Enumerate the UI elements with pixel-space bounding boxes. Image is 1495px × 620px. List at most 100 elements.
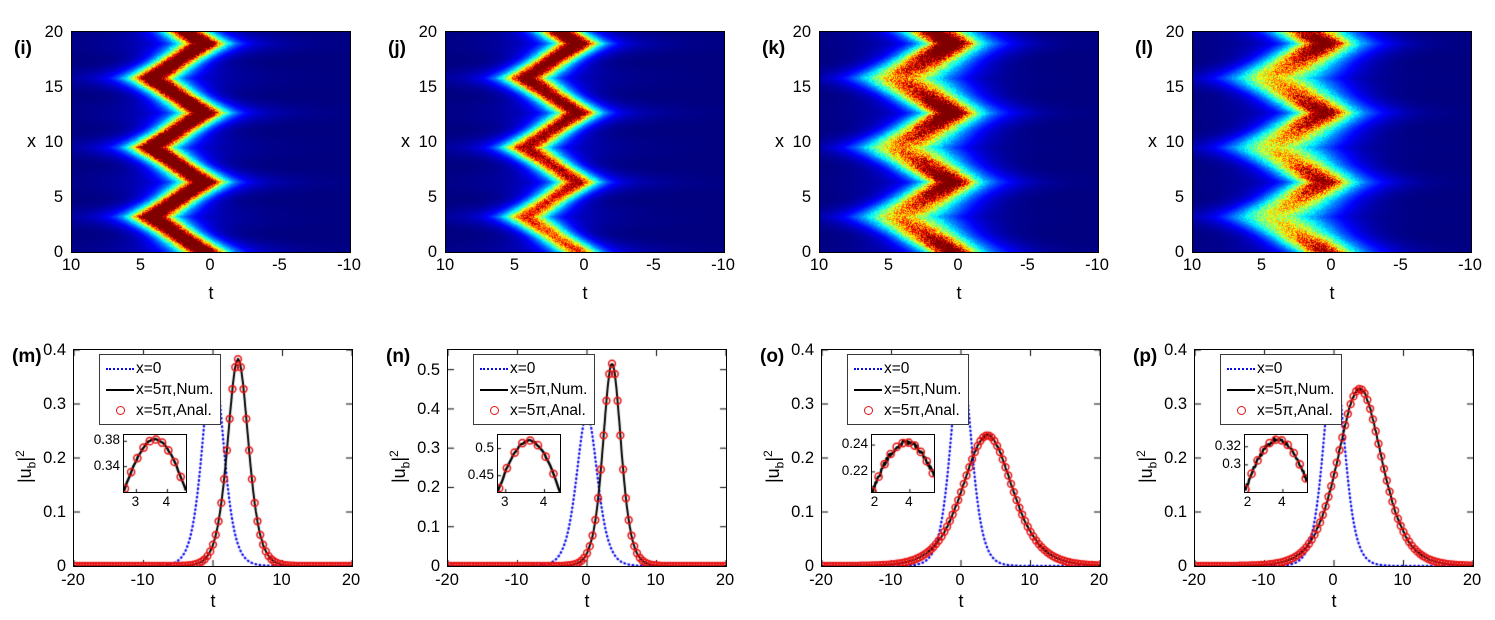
x-tick-label: 0: [1326, 256, 1336, 274]
legend-entry: x=5π,Anal.: [104, 400, 213, 421]
y-axis-ticks: 0 5 10 15 20: [1144, 23, 1186, 261]
x-tick-label: 20: [341, 571, 361, 589]
y-axis-ticks: 0 0.1 0.2 0.3 0.4: [1141, 341, 1189, 575]
inset-y-tick-label: 0.45: [467, 466, 494, 482]
y-axis-label: x: [775, 131, 784, 151]
x-tick-label: -10: [504, 571, 529, 589]
inset-y-ticks: 0.45 0.5: [451, 434, 495, 491]
y-tick-label: 0.3: [1164, 395, 1187, 413]
x-tick-label: -10: [1458, 256, 1482, 274]
y-tick-label: 15: [418, 78, 437, 96]
y-tick-label: 20: [44, 23, 63, 41]
legend-label: x=5π,Anal.: [884, 401, 960, 419]
y-tick-label: 0: [1177, 557, 1187, 575]
y-tick-label: 20: [1165, 23, 1184, 41]
legend-marker-circle: [104, 403, 136, 419]
legend-label: x=5π,Anal.: [1257, 401, 1333, 419]
heatmap-canvas: [72, 32, 350, 252]
inset-canvas: [1245, 435, 1307, 492]
legend-marker-dotted: [478, 361, 510, 377]
legend-marker-circle: [852, 403, 884, 419]
heatmap-canvas: [1193, 32, 1471, 252]
x-tick-label: -10: [1251, 571, 1276, 589]
legend-label: x=5π,Num.: [884, 380, 962, 398]
x-axis-label: t: [210, 591, 216, 611]
panel-letter: (p): [1133, 346, 1158, 367]
heatmap-frame: [819, 31, 1099, 253]
x-tick-label: -5: [272, 256, 287, 274]
legend-label: x=5π,Anal.: [510, 401, 586, 419]
y-tick-label: 15: [792, 78, 811, 96]
panel-letter: (j): [388, 38, 406, 59]
legend-marker-circle: [1225, 403, 1257, 419]
y-tick-label: 0.2: [43, 449, 66, 467]
y-tick-label: 20: [418, 23, 437, 41]
y-tick-label: 10: [44, 133, 63, 151]
legend-label: x=0: [510, 359, 536, 377]
y-tick-label: 0.2: [417, 478, 440, 497]
x-axis-ticks: -20 -10 0 10 20: [1182, 571, 1481, 591]
inset-x-tick-label: 4: [1278, 494, 1286, 509]
inset-x-tick-label: 3: [131, 494, 140, 509]
legend-entry: x=5π,Anal.: [478, 400, 587, 421]
x-tick-label: -20: [809, 571, 833, 589]
legend-label: x=5π,Anal.: [136, 401, 212, 419]
x-axis-ticks: -20 -10 0 10 20: [61, 571, 360, 591]
inset-x-tick-label: 4: [162, 494, 171, 509]
legend-entry: x=5π,Anal.: [852, 400, 961, 421]
x-tick-label: 0: [1328, 571, 1338, 589]
y-tick-label: 10: [792, 133, 811, 151]
inset-x-tick-label: 2: [870, 494, 879, 509]
x-tick-label: 5: [509, 256, 520, 274]
y-axis-label: x: [27, 131, 36, 151]
y-tick-label: 20: [792, 23, 811, 41]
y-axis-ticks: 0 5 10 15 20: [23, 23, 65, 261]
legend-label: x=0: [884, 359, 910, 377]
y-tick-label: 0.1: [417, 517, 440, 536]
x-tick-label: 10: [809, 256, 829, 274]
legend-label: x=5π,Num.: [1257, 380, 1335, 398]
x-axis-label: t: [1329, 283, 1335, 303]
legend-entry: x=5π,Num.: [478, 379, 587, 400]
x-tick-label: -20: [61, 571, 85, 589]
legend-marker-dotted: [1225, 361, 1257, 377]
inset-y-tick-label: 0.32: [1214, 437, 1241, 453]
y-tick-label: 5: [427, 188, 437, 206]
y-tick-label: 0.2: [1164, 449, 1187, 467]
x-axis-label: t: [208, 283, 214, 303]
x-tick-label: 10: [1393, 571, 1412, 589]
panel-letter: (n): [386, 346, 411, 367]
inset-x-tick-label: 4: [539, 494, 548, 509]
x-axis-label: t: [1331, 591, 1337, 611]
x-tick-label: -10: [711, 256, 735, 274]
inset-x-tick-label: 2: [1243, 494, 1252, 509]
inset-canvas: [498, 435, 560, 492]
heatmap-frame: [71, 31, 351, 253]
y-tick-label: 15: [44, 78, 63, 96]
legend: x=0 x=5π,Num. x=5π,Anal.: [99, 354, 222, 425]
x-tick-label: 0: [579, 256, 589, 274]
y-tick-label: 0.4: [43, 341, 66, 359]
x-tick-label: 0: [581, 571, 591, 589]
panel-letter: (k): [762, 38, 786, 59]
legend-entry: x=5π,Num.: [1225, 379, 1334, 400]
x-axis-ticks: 10 5 0 -5 -10: [1183, 256, 1482, 276]
x-tick-label: 20: [715, 571, 735, 589]
panel-l: (l) x 10 5 0 -5 -10 0 5 10 15 20 t: [1121, 0, 1495, 330]
x-tick-label: 0: [955, 571, 965, 589]
legend-entry: x=0: [1225, 358, 1334, 379]
x-axis-label: t: [582, 283, 588, 303]
legend-marker-solid: [478, 382, 510, 398]
legend-label: x=0: [1257, 359, 1283, 377]
inset-y-ticks: 0.34 0.38: [77, 432, 121, 491]
legend: x=0 x=5π,Num. x=5π,Anal.: [473, 354, 596, 425]
legend-entry: x=0: [104, 358, 213, 379]
x-tick-label: -5: [1393, 256, 1408, 274]
x-tick-label: 10: [1020, 571, 1039, 589]
inset-frame: [871, 434, 935, 493]
